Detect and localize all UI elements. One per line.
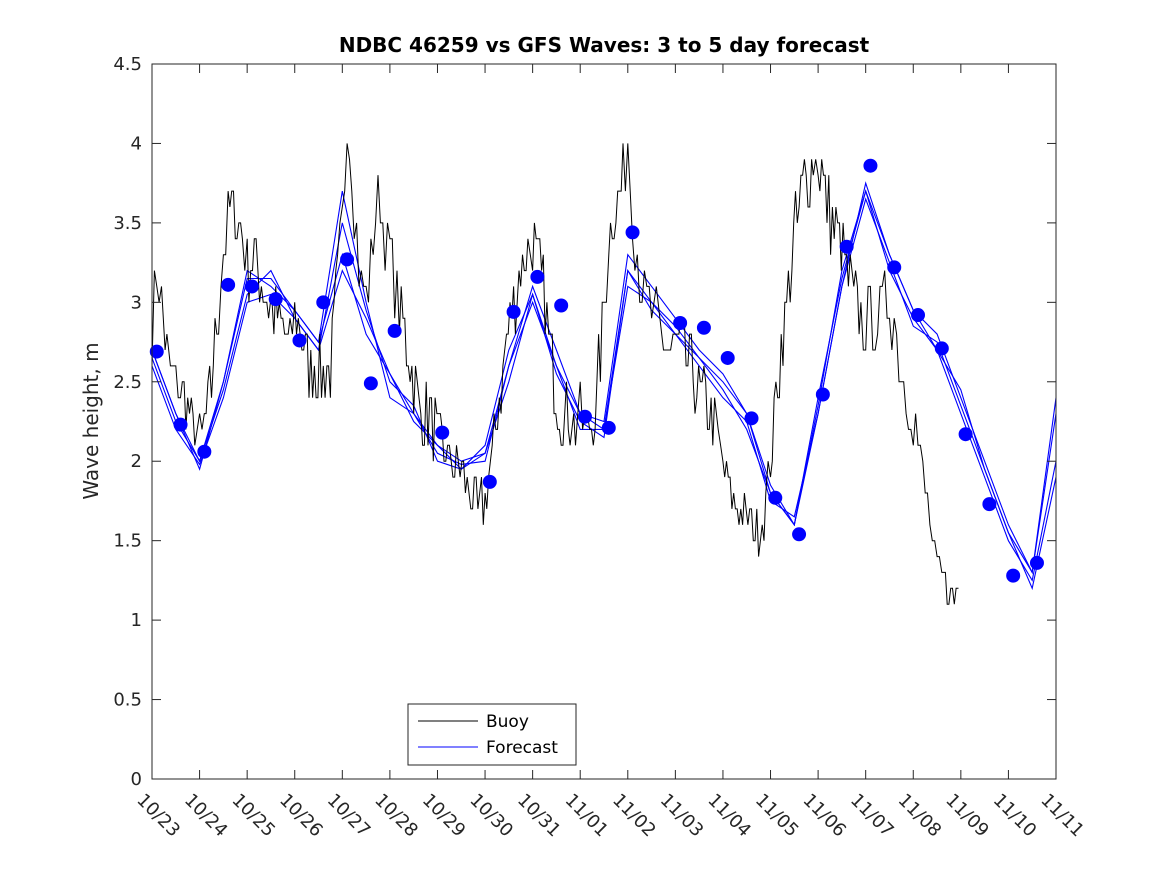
y-tick-label: 1 <box>131 610 142 631</box>
y-tick-label: 1.5 <box>113 531 142 552</box>
forecast-marker-point <box>863 158 878 173</box>
forecast-marker-point <box>316 295 331 310</box>
y-tick-label: 3 <box>131 292 142 313</box>
forecast-marker-point <box>768 490 783 505</box>
forecast-marker-point <box>340 252 355 267</box>
forecast-marker-point <box>577 409 592 424</box>
chart-title: NDBC 46259 vs GFS Waves: 3 to 5 day fore… <box>339 33 870 57</box>
forecast-marker-point <box>197 444 212 459</box>
forecast-marker-point <box>435 425 450 440</box>
axes-box <box>151 63 1057 780</box>
y-tick-label: 2.5 <box>113 372 142 393</box>
y-axis-label: Wave height, m <box>79 342 103 499</box>
forecast-marker-point <box>221 277 236 292</box>
forecast-marker-point <box>530 269 545 284</box>
forecast-marker-point <box>792 527 807 542</box>
forecast-marker-point <box>934 341 949 356</box>
forecast-marker-point <box>911 308 926 323</box>
y-tick-label: 3.5 <box>113 213 142 234</box>
y-tick-label: 0.5 <box>113 690 142 711</box>
forecast-marker-point <box>720 350 735 365</box>
buoy-series-line <box>151 143 959 605</box>
forecast-marker-point <box>625 225 640 240</box>
forecast-series-line-4 <box>151 189 1057 591</box>
forecast-marker-point <box>363 376 378 391</box>
forecast-marker-point <box>149 344 164 359</box>
forecast-marker-point <box>482 474 497 489</box>
forecast-marker-point <box>1029 555 1044 570</box>
forecast-marker-point <box>173 417 188 432</box>
forecast-marker-point <box>696 320 711 335</box>
forecast-marker-point <box>839 239 854 254</box>
forecast-marker-point <box>744 411 759 426</box>
legend-box <box>407 703 577 766</box>
forecast-marker-point <box>387 323 402 338</box>
y-tick-label: 4.5 <box>113 54 142 75</box>
legend: Buoy Forecast <box>407 703 577 766</box>
forecast-marker-point <box>268 292 283 307</box>
marker-layer <box>149 158 1044 583</box>
forecast-marker-point <box>982 497 997 512</box>
legend-buoy-label: Buoy <box>486 712 529 732</box>
forecast-marker-point <box>673 315 688 330</box>
y-axis: 0 0.5 1 1.5 2 2.5 3 3.5 4 4.5 <box>113 54 1056 790</box>
forecast-marker-point <box>1006 568 1021 583</box>
forecast-marker-point <box>815 387 830 402</box>
forecast-marker-point <box>244 279 259 294</box>
y-tick-label: 0 <box>131 769 142 790</box>
forecast-marker-point <box>554 298 569 313</box>
forecast-marker-point <box>887 260 902 275</box>
legend-forecast-label: Forecast <box>486 738 558 758</box>
forecast-marker-point <box>292 333 307 348</box>
forecast-marker-point <box>506 304 521 319</box>
forecast-marker-point <box>601 420 616 435</box>
forecast-marker-point <box>958 427 973 442</box>
y-tick-label: 2 <box>131 451 142 472</box>
y-tick-label: 4 <box>131 133 142 154</box>
